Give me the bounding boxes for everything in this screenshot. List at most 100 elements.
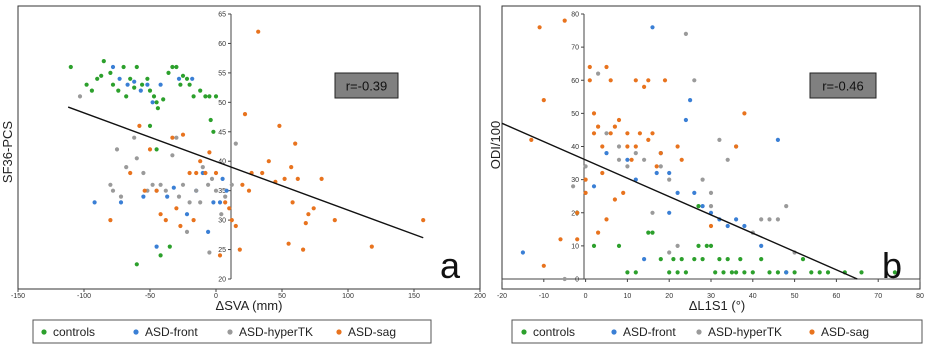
- panel-b-point-controls: [683, 270, 689, 275]
- panel-a-point-asd-sag: [170, 135, 175, 140]
- panel-b-point-controls: [775, 270, 781, 275]
- panel-b-point-asd-sag: [650, 131, 655, 136]
- panel-b-points: [520, 18, 898, 282]
- panel-a-point-asd-sag: [240, 182, 245, 187]
- panel-a-point-asd-hypertk: [233, 141, 238, 146]
- panel-b-point-controls: [767, 270, 772, 275]
- panel-a-point-asd-sag: [311, 206, 316, 211]
- panel-a-point-asd-sag: [174, 206, 179, 211]
- legend-b-controls-marker: [521, 329, 527, 335]
- panel-b-point-asd-hypertk: [692, 78, 697, 83]
- panel-a-points: [68, 29, 426, 267]
- panel-a-point-asd-sag: [303, 221, 308, 226]
- panel-b-point-asd-sag: [537, 25, 542, 30]
- panel-a-point-asd-sag: [163, 218, 168, 223]
- panel-a-point-controls: [191, 94, 196, 99]
- panel-b-point-controls: [750, 270, 755, 275]
- panel-a-xlabel: ΔSVA (mm): [216, 298, 283, 313]
- panel-b-point-asd-front: [625, 157, 630, 162]
- legend-a-asd-front-marker: [133, 329, 139, 335]
- panel-a-point-controls: [207, 94, 212, 99]
- panel-a-ytick-label: 40: [218, 159, 226, 166]
- panel-a-point-asd-sag: [293, 141, 298, 146]
- panel-a-point-asd-sag: [282, 176, 287, 181]
- panel-b-point-asd-hypertk: [784, 204, 789, 209]
- panel-b-xtick-label: 80: [916, 293, 924, 300]
- panel-b-point-asd-sag: [734, 144, 739, 149]
- panel-a-point-asd-sag: [266, 159, 271, 164]
- panel-b-point-asd-hypertk: [708, 190, 714, 195]
- panel-a-point-asd-hypertk: [174, 135, 179, 140]
- panel-b-point-asd-sag: [679, 157, 684, 162]
- panel-a-legend: controls ASD-front ASD-hyperTK ASD-sag: [32, 319, 432, 344]
- panel-b-point-asd-sag: [591, 131, 597, 136]
- panel-a-ytick-label: 25: [218, 247, 226, 254]
- panel-a-point-controls: [84, 82, 89, 87]
- panel-a-point-controls: [203, 94, 208, 99]
- panel-a-point-asd-hypertk: [141, 170, 146, 176]
- panel-b-letter: b: [882, 245, 902, 286]
- legend-b-asd-sag-marker: [809, 329, 815, 335]
- legend-b-asd-front-marker: [611, 329, 617, 335]
- panel-b-xtick-label: 60: [833, 293, 841, 300]
- panel-b-point-asd-front: [675, 190, 680, 195]
- panel-b-point-controls: [633, 270, 638, 275]
- panel-a-point-asd-sag: [198, 159, 203, 164]
- panel-a-point-asd-sag: [289, 165, 294, 170]
- panel-a-point-asd-hypertk: [124, 165, 129, 170]
- panel-b-xtick-label: 30: [707, 293, 715, 300]
- panel-b-point-asd-sag: [562, 18, 567, 23]
- panel-a-point-asd-front: [206, 229, 211, 234]
- panel-a-point-controls: [198, 88, 203, 93]
- panel-a-ytick-label: 45: [218, 129, 226, 136]
- panel-a-point-asd-sag: [306, 212, 311, 217]
- panel-a-point-asd-front: [158, 82, 163, 87]
- panel-a-point-asd-hypertk: [184, 229, 190, 234]
- legend-b-asd-hypertk-label: ASD-hyperTK: [708, 325, 782, 339]
- panel-a-xtick-label: 50: [278, 293, 286, 300]
- panel-a-point-controls: [89, 88, 94, 93]
- panel-b-point-asd-sag: [575, 237, 580, 242]
- panel-a-point-asd-sag: [191, 218, 196, 223]
- panel-b-xtick-label: -10: [539, 293, 549, 300]
- panel-a-point-asd-hypertk: [118, 194, 124, 199]
- panel-b-point-controls: [625, 270, 630, 275]
- panel-a-point-asd-sag: [246, 188, 252, 193]
- legend-a-asd-sag-label: ASD-sag: [348, 325, 396, 339]
- panel-b-point-asd-sag: [529, 137, 534, 142]
- panel-a-point-asd-sag: [237, 247, 242, 252]
- panel-a-point-asd-hypertk: [110, 188, 116, 193]
- panel-a-point-asd-front: [176, 76, 182, 81]
- panel-b-point-controls: [759, 257, 764, 262]
- panel-a-axes: 20 25 30 35 40 45 50 55 60 65 -150 -100 -50 0 50 100 150…: [11, 12, 486, 301]
- panel-a-r-label: r=-0.39: [346, 79, 388, 94]
- panel-a-point-asd-hypertk: [114, 147, 120, 152]
- panel-b-point-asd-sag: [541, 98, 546, 103]
- panel-a-point-controls: [121, 64, 126, 70]
- panel-a-point-controls: [147, 123, 153, 128]
- panel-b-point-asd-front: [520, 250, 526, 255]
- panel-b-point-asd-hypertk: [616, 144, 622, 149]
- panel-a-ytick-label: 60: [218, 41, 226, 48]
- panel-a-point-asd-front: [150, 100, 155, 105]
- panel-a-point-asd-front: [118, 200, 124, 205]
- panel-b-ytick-label: 60: [571, 78, 579, 85]
- panel-b-point-asd-hypertk: [616, 157, 622, 162]
- panel-b-point-controls: [650, 230, 655, 235]
- panel-b-point-asd-hypertk: [775, 217, 781, 222]
- panel-a-point-controls: [99, 73, 104, 78]
- panel-a-point-asd-hypertk: [187, 200, 192, 205]
- panel-b-point-asd-hypertk: [717, 137, 722, 142]
- panel-a-point-asd-hypertk: [134, 156, 139, 161]
- panel-b-point-asd-hypertk: [708, 204, 714, 209]
- panel-b-point-asd-sag: [583, 190, 588, 195]
- panel-a-point-controls: [167, 244, 172, 249]
- panel-b-point-asd-sag: [642, 84, 647, 89]
- panel-b-ytick-label: 40: [571, 144, 579, 151]
- panel-a-point-asd-front: [154, 244, 159, 249]
- panel-b-point-controls: [717, 257, 722, 262]
- panel-a-point-asd-sag: [421, 218, 426, 223]
- panel-b-ytick-label: 70: [571, 45, 579, 52]
- panel-b-point-asd-sag: [612, 197, 618, 202]
- panel-a-xtick-label: 100: [342, 293, 354, 300]
